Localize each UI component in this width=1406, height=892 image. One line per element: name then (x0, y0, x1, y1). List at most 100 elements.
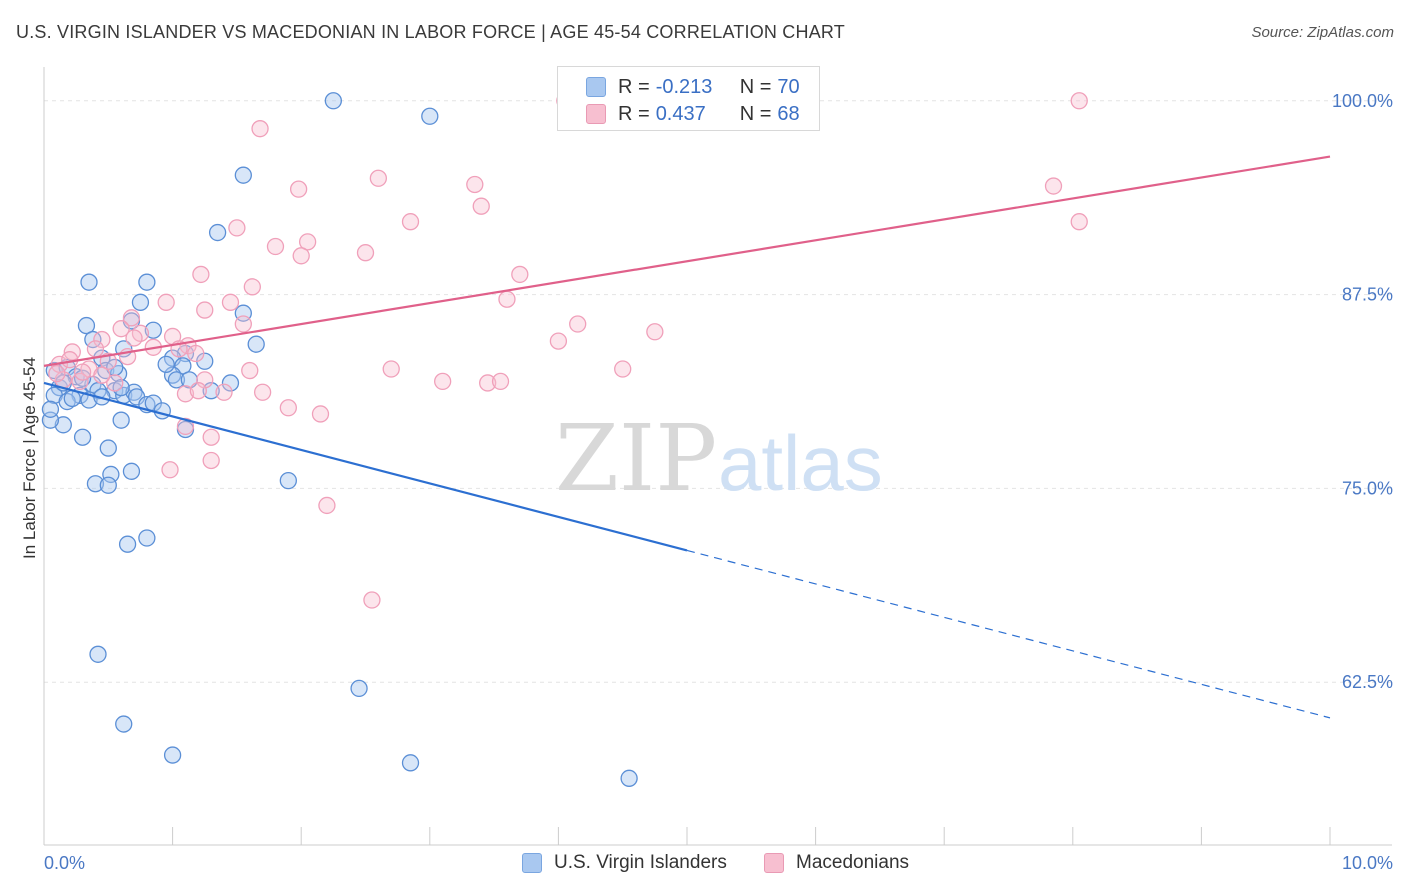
x-tick-label: 0.0% (44, 853, 85, 873)
point-macedonians (202, 451, 220, 470)
correlation-legend: R = -0.213 N = 70 R = 0.437 N = 68 (557, 66, 820, 131)
r-label: R = (618, 102, 650, 125)
point-macedonians (253, 383, 272, 401)
point-macedonians (266, 237, 285, 256)
point-macedonians (251, 120, 269, 138)
point-macedonians (569, 315, 587, 333)
trend-lines (43, 155, 1331, 719)
point-virgin-islanders (202, 382, 220, 400)
point-macedonians (356, 244, 375, 262)
point-virgin-islanders (421, 107, 439, 125)
point-macedonians (241, 361, 259, 380)
point-virgin-islanders (73, 369, 92, 387)
r-value: -0.213 (655, 75, 713, 98)
point-macedonians (112, 320, 130, 338)
point-virgin-islanders (234, 166, 252, 184)
point-macedonians (48, 364, 66, 383)
watermark: ZIP atlas (555, 405, 883, 512)
point-macedonians (243, 278, 261, 296)
point-macedonians (202, 428, 220, 446)
point-virgin-islanders (77, 316, 96, 335)
point-macedonians (498, 290, 516, 308)
point-macedonians (466, 175, 484, 194)
point-virgin-islanders (89, 645, 107, 663)
point-macedonians (106, 374, 124, 392)
y-tick-label: 100.0% (1332, 91, 1393, 111)
r-value: 0.437 (655, 102, 706, 125)
point-virgin-islanders (401, 754, 420, 772)
point-virgin-islanders (118, 535, 137, 553)
legend-swatch-blue (586, 77, 606, 97)
point-macedonians (99, 352, 117, 370)
point-macedonians (1044, 177, 1063, 195)
point-macedonians (401, 213, 420, 231)
point-macedonians (292, 247, 310, 265)
point-virgin-islanders (138, 273, 156, 291)
point-virgin-islanders (125, 383, 143, 401)
point-virgin-islanders (247, 335, 265, 353)
point-macedonians (472, 197, 490, 215)
point-macedonians (73, 363, 92, 381)
legend-item-virgin-islanders: U.S. Virgin Islanders (522, 852, 727, 874)
point-virgin-islanders (122, 462, 141, 480)
legend-swatch-pink (764, 853, 784, 873)
point-macedonians (369, 169, 388, 187)
point-virgin-islanders (144, 321, 162, 339)
point-macedonians (1070, 213, 1088, 231)
n-label: N = (739, 75, 772, 98)
point-macedonians (479, 374, 497, 392)
point-macedonians (176, 385, 195, 403)
point-macedonians (196, 301, 214, 319)
point-virgin-islanders (86, 475, 105, 493)
point-virgin-islanders (115, 715, 133, 733)
trend-line-virgin-islanders (43, 381, 688, 552)
point-macedonians (279, 399, 297, 417)
grid (44, 100, 1392, 683)
point-macedonians (192, 265, 210, 284)
point-macedonians (363, 591, 381, 609)
y-tick-label: 87.5% (1342, 285, 1393, 305)
point-virgin-islanders (221, 374, 240, 392)
point-virgin-islanders (138, 529, 156, 547)
point-macedonians (382, 360, 400, 378)
axes (43, 67, 1392, 846)
n-value: 70 (777, 75, 800, 98)
trend-line-virgin-islanders-extension (686, 549, 1331, 719)
point-virgin-islanders (163, 746, 182, 764)
point-macedonians (234, 315, 252, 333)
y-axis-label: In Labor Force | Age 45-54 (20, 357, 39, 559)
point-macedonians (298, 233, 317, 251)
point-macedonians (221, 293, 240, 311)
point-macedonians (86, 340, 105, 358)
point-macedonians (215, 383, 233, 401)
trend-line-macedonians (43, 155, 1331, 367)
point-virgin-islanders (167, 371, 186, 389)
point-virgin-islanders (58, 392, 76, 411)
point-virgin-islanders (157, 355, 175, 373)
point-macedonians (1070, 92, 1088, 110)
point-virgin-islanders (620, 769, 638, 787)
point-macedonians (646, 323, 664, 341)
point-virgin-islanders (324, 92, 343, 110)
point-virgin-islanders (99, 476, 117, 494)
point-macedonians (491, 372, 510, 391)
point-macedonians (93, 366, 111, 384)
point-virgin-islanders (102, 465, 120, 484)
legend-swatch-blue (522, 853, 542, 873)
r-label: R = (618, 75, 650, 98)
n-label: N = (739, 102, 772, 125)
point-macedonians (311, 405, 330, 423)
y-tick-label: 75.0% (1342, 478, 1393, 498)
point-macedonians (189, 382, 207, 400)
source-credit: Source: ZipAtlas.com (1251, 24, 1394, 41)
point-macedonians (549, 332, 568, 350)
point-virgin-islanders (99, 439, 117, 457)
point-virgin-islanders (350, 679, 368, 698)
chart-title: U.S. VIRGIN ISLANDER VS MACEDONIAN IN LA… (16, 22, 845, 42)
legend-label: Macedonians (796, 852, 910, 873)
tick-labels: 62.5% 75.0% 87.5% 100.0% 0.0% 10.0% (44, 91, 1393, 873)
point-macedonians (176, 417, 195, 436)
x-tick-label: 10.0% (1342, 853, 1393, 873)
point-macedonians (228, 219, 246, 237)
